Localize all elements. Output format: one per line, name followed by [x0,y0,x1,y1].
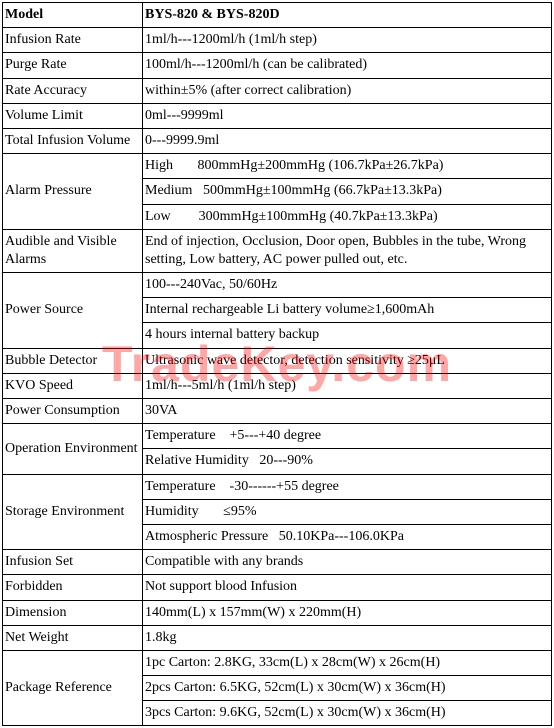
row-value: 3pcs Carton: 9.6KG, 52cm(L) x 30cm(W) x … [143,701,552,726]
row-label: Rate Accuracy [3,78,143,103]
row-label: Volume Limit [3,103,143,128]
table-row: Volume Limit 0ml---9999ml [3,103,552,128]
model-value: BYS-820 & BYS-820D [143,3,552,28]
row-label: Infusion Set [3,550,143,575]
table-row: Forbidden Not support blood Infusion [3,575,552,600]
row-value: 100---240Vac, 50/60Hz [143,273,552,298]
row-label: Net Weight [3,625,143,650]
row-value: Internal rechargeable Li battery volume≥… [143,298,552,323]
row-value: Relative Humidity 20---90% [143,449,552,474]
row-value: 100ml/h---1200ml/h (can be calibrated) [143,53,552,78]
row-value: End of injection, Occlusion, Door open, … [143,229,552,272]
row-value: Atmospheric Pressure 50.10KPa---106.0KPa [143,524,552,549]
table-row: Infusion Rate 1ml/h---1200ml/h (1ml/h st… [3,28,552,53]
row-value: within±5% (after correct calibration) [143,78,552,103]
model-label: Model [3,3,143,28]
row-value: 30VA [143,399,552,424]
row-value: Medium 500mmHg±100mmHg (66.7kPa±13.3kPa) [143,179,552,204]
table-row: Storage Environment Temperature -30-----… [3,474,552,499]
row-value: 1.8kg [143,625,552,650]
row-value: Humidity ≤95% [143,499,552,524]
table-row: Package Reference 1pc Carton: 2.8KG, 33c… [3,650,552,675]
table-row: Dimension 140mm(L) x 157mm(W) x 220mm(H) [3,600,552,625]
row-label: Audible and Visible Alarms [3,229,143,272]
row-value: Not support blood Infusion [143,575,552,600]
spec-table: Model BYS-820 & BYS-820D Infusion Rate 1… [2,2,552,726]
table-row: Net Weight 1.8kg [3,625,552,650]
table-header-row: Model BYS-820 & BYS-820D [3,3,552,28]
row-value: 1pc Carton: 2.8KG, 33cm(L) x 28cm(W) x 2… [143,650,552,675]
row-value: Temperature +5---+40 degree [143,424,552,449]
table-row: Rate Accuracy within±5% (after correct c… [3,78,552,103]
row-value: Low 300mmHg±100mmHg (40.7kPa±13.3kPa) [143,204,552,229]
row-label: KVO Speed [3,373,143,398]
row-value: Ultrasonic wave detector, detection sens… [143,348,552,373]
row-label: Bubble Detector [3,348,143,373]
row-label: Forbidden [3,575,143,600]
table-row: Bubble Detector Ultrasonic wave detector… [3,348,552,373]
table-row: Operation Environment Temperature +5---+… [3,424,552,449]
table-row: Infusion Set Compatible with any brands [3,550,552,575]
row-label: Storage Environment [3,474,143,550]
table-row: Audible and Visible Alarms End of inject… [3,229,552,272]
row-value: 1ml/h---1200ml/h (1ml/h step) [143,28,552,53]
row-label: Dimension [3,600,143,625]
table-row: Purge Rate 100ml/h---1200ml/h (can be ca… [3,53,552,78]
row-label: Infusion Rate [3,28,143,53]
table-row: KVO Speed 1ml/h---5ml/h (1ml/h step) [3,373,552,398]
row-label: Alarm Pressure [3,154,143,230]
table-row: Alarm Pressure High 800mmHg±200mmHg (106… [3,154,552,179]
row-label: Package Reference [3,650,143,726]
row-value: 0---9999.9ml [143,128,552,153]
row-value: 4 hours internal battery backup [143,323,552,348]
table-row: Power Consumption 30VA [3,399,552,424]
row-value: 140mm(L) x 157mm(W) x 220mm(H) [143,600,552,625]
row-label: Power Source [3,273,143,349]
row-value: 1ml/h---5ml/h (1ml/h step) [143,373,552,398]
table-row: Total Infusion Volume 0---9999.9ml [3,128,552,153]
row-value: Temperature -30------+55 degree [143,474,552,499]
row-label: Purge Rate [3,53,143,78]
row-value: 0ml---9999ml [143,103,552,128]
row-label: Total Infusion Volume [3,128,143,153]
row-value: 2pcs Carton: 6.5KG, 52cm(L) x 30cm(W) x … [143,676,552,701]
row-label: Power Consumption [3,399,143,424]
row-value: Compatible with any brands [143,550,552,575]
table-row: Power Source 100---240Vac, 50/60Hz [3,273,552,298]
row-value: High 800mmHg±200mmHg (106.7kPa±26.7kPa) [143,154,552,179]
row-label: Operation Environment [3,424,143,474]
